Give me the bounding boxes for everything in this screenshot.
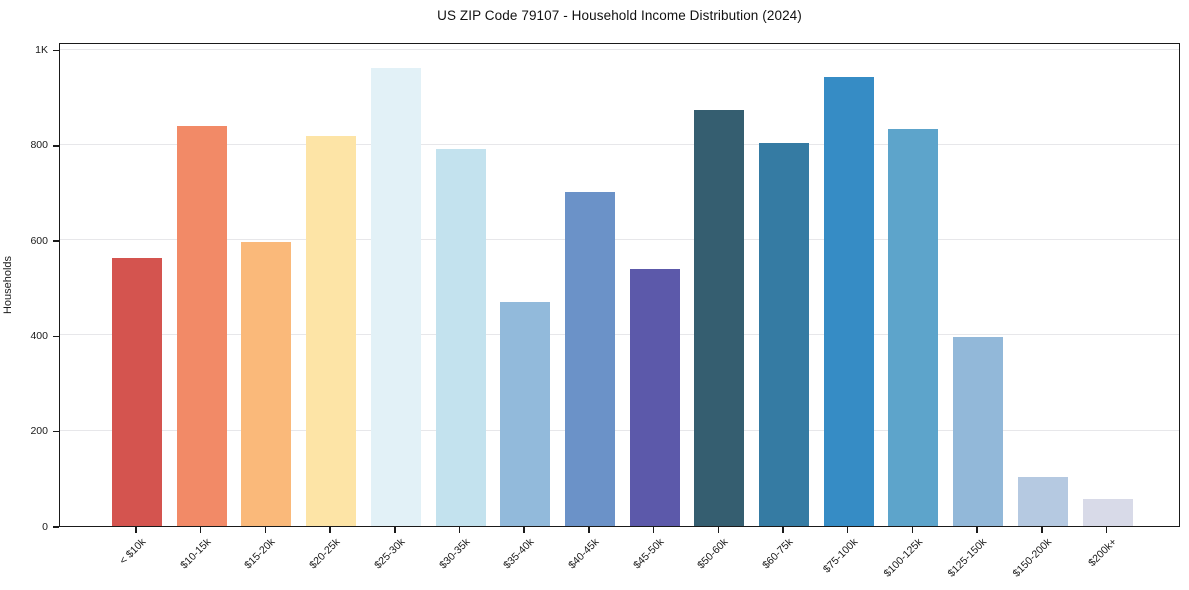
x-tick-mark-$15-20k [264,527,267,533]
x-tick-mark-$25-30k [394,527,396,533]
x-tick-mark-$30-35k [458,527,461,533]
x-tick-mark-$45-50k [652,527,655,533]
bar-$100-125k [888,129,939,526]
y-tick-label-800: 800 [30,139,48,152]
x-tick-label-text: $10-15k [177,536,214,572]
x-tick-label-text: $75-100k [820,536,861,576]
bar-$200k+ [1082,499,1133,526]
x-tick-mark-$50-60k [717,527,720,533]
bar-$125-150k [953,336,1004,526]
bar-$150-200k [1017,477,1068,526]
x-tick-label-text: $45-50k [630,536,667,572]
chart-title: US ZIP Code 79107 - Household Income Dis… [437,8,802,23]
bar-$10-15k [176,125,227,526]
x-tick-mark-$35-40k [523,527,525,533]
x-tick-mark-$150-200k [1041,527,1043,533]
y-tick-mark-600 [53,240,59,242]
y-axis-label-text: Households [2,255,14,315]
y-tick-label-400: 400 [30,329,48,342]
x-tick-mark-$40-45k [588,527,590,533]
x-tick-label-text: < $10k [117,536,149,567]
bar-$50-60k [694,110,745,526]
bar-$30-35k [435,148,486,526]
x-tick-label-text: $15-20k [242,536,278,572]
y-tick-mark-1K [53,49,59,52]
x-tick-label-text: $20-25k [307,536,343,572]
bar-< $10k [112,257,162,526]
bar-$35-40k [500,301,551,526]
x-tick-label-text: $60-75k [760,536,796,572]
x-tick-mark-< $10k [135,527,137,533]
x-tick-label-text: $40-45k [566,536,602,572]
x-tick-mark-$125-150k [976,527,978,533]
bar-$15-20k [241,242,292,526]
y-tick-label-1K: 1K [35,44,48,57]
bar-$75-100k [823,76,874,526]
x-tick-label-text: $35-40k [501,536,537,572]
y-tick-mark-800 [53,145,59,147]
x-tick-mark-$75-100k [846,527,849,533]
gridline-y-1000 [60,48,1179,50]
plot-area [59,43,1180,527]
y-tick-label-200: 200 [30,425,48,438]
x-tick-label-text: $25-30k [371,536,408,572]
x-tick-label-text: $125-150k [946,536,990,580]
x-tick-mark-$20-25k [329,527,331,533]
bar-$40-45k [564,191,615,526]
gridline-y-200 [60,429,1179,431]
bar-$45-50k [629,268,680,526]
y-tick-mark-400 [53,335,59,338]
y-tick-mark-200 [53,430,59,433]
x-tick-mark-$60-75k [782,527,784,533]
bar-$25-30k [370,67,421,526]
x-tick-mark-$100-125k [911,527,914,533]
x-tick-label-text: $150-200k [1010,536,1055,580]
gridline-y-800 [60,143,1179,145]
x-tick-label-text: $200k+ [1085,536,1119,570]
x-tick-label-text: $30-35k [436,536,472,572]
gridline-y-400 [60,334,1179,336]
y-tick-mark-0 [53,526,59,528]
x-tick-label-text: $100-125k [881,536,925,580]
x-tick-label-text: $50-60k [695,536,731,572]
gridline-y-600 [60,239,1179,241]
bar-$20-25k [306,136,357,526]
y-tick-label-600: 600 [30,234,48,247]
x-tick-mark-$10-15k [199,527,202,533]
bar-$60-75k [759,143,809,526]
y-tick-label-0: 0 [42,520,48,533]
x-tick-mark-$200k+ [1105,527,1108,533]
